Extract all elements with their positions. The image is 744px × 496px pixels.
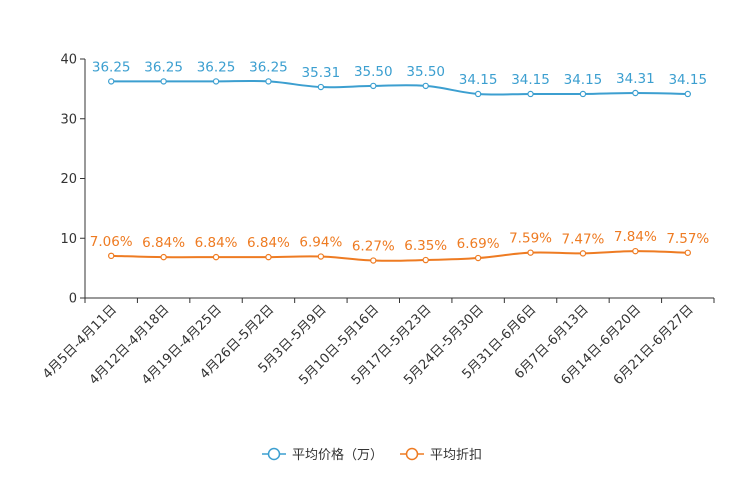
data-label: 6.84% — [142, 235, 185, 251]
data-point[interactable] — [422, 256, 429, 264]
data-point[interactable] — [579, 250, 587, 257]
data-point[interactable] — [370, 257, 377, 264]
y-tick-label: 40 — [60, 53, 77, 68]
data-label: 36.25 — [197, 59, 236, 75]
data-point[interactable] — [632, 89, 639, 97]
data-label: 35.50 — [354, 64, 393, 80]
data-point[interactable] — [160, 253, 167, 261]
data-label: 36.25 — [92, 59, 131, 75]
data-label: 7.59% — [509, 231, 552, 247]
axes: 0102030404月5日-4月11日4月12日-4月18日4月19日-4月25… — [40, 53, 715, 388]
series-line — [111, 79, 688, 96]
series-1: 7.06% 6.84% 6.84% 6.84% 6.94% 6.27% 6.35% 6.69%… — [90, 229, 709, 264]
data-point[interactable] — [632, 247, 639, 255]
data-point[interactable] — [684, 249, 691, 256]
y-tick-label: 10 — [60, 232, 77, 247]
data-label: 34.15 — [459, 72, 498, 88]
legend-item-1[interactable]: 平均折扣 — [400, 447, 482, 463]
data-label: 6.84% — [247, 235, 290, 251]
data-label: 34.31 — [616, 71, 655, 87]
data-point[interactable] — [108, 252, 115, 260]
data-point[interactable] — [212, 78, 220, 85]
data-point[interactable] — [108, 78, 115, 85]
series-layer: 36.25 36.25 36.25 36.25 35.31 35.50 35.50 34.15… — [90, 59, 709, 264]
data-point[interactable] — [684, 90, 691, 98]
series-line — [111, 250, 688, 262]
y-tick-label: 30 — [60, 112, 77, 127]
data-label: 7.84% — [614, 229, 657, 245]
data-point[interactable] — [370, 82, 377, 90]
data-label: 7.47% — [562, 231, 605, 247]
data-point[interactable] — [474, 90, 482, 98]
data-label: 34.15 — [511, 72, 550, 88]
data-label: 6.69% — [457, 236, 500, 252]
data-point[interactable] — [160, 78, 167, 85]
data-point[interactable] — [317, 253, 325, 260]
y-tick-label: 0 — [69, 292, 77, 307]
data-point[interactable] — [212, 253, 220, 261]
data-label: 6.35% — [404, 238, 447, 254]
legend-item-0[interactable]: 平均价格（万） — [262, 447, 383, 463]
data-label: 36.25 — [144, 59, 183, 75]
data-label: 34.15 — [564, 72, 603, 88]
data-point[interactable] — [527, 90, 534, 98]
data-label: 6.27% — [352, 239, 395, 255]
data-label: 35.31 — [302, 65, 341, 81]
data-point[interactable] — [474, 254, 482, 262]
data-point[interactable] — [579, 90, 587, 98]
series-0: 36.25 36.25 36.25 36.25 35.31 35.50 35.50 34.15… — [92, 59, 707, 98]
data-label: 35.50 — [406, 64, 445, 80]
legend-label: 平均折扣 — [430, 448, 482, 463]
data-point[interactable] — [265, 253, 272, 261]
data-label: 6.84% — [195, 235, 238, 251]
legend-label: 平均价格（万） — [292, 447, 383, 463]
data-point[interactable] — [422, 82, 429, 90]
legend-marker-icon — [405, 447, 419, 461]
legend-marker-icon — [267, 447, 281, 461]
data-label: 34.15 — [668, 72, 707, 88]
data-point[interactable] — [317, 83, 325, 91]
data-label: 7.57% — [666, 231, 709, 247]
data-label: 6.94% — [299, 235, 342, 251]
data-point[interactable] — [527, 249, 534, 256]
data-point[interactable] — [265, 78, 272, 85]
data-label: 7.06% — [90, 234, 133, 250]
legend[interactable]: 平均价格（万） 平均折扣 — [262, 447, 482, 463]
data-label: 36.25 — [249, 59, 288, 75]
y-tick-label: 20 — [60, 172, 77, 187]
